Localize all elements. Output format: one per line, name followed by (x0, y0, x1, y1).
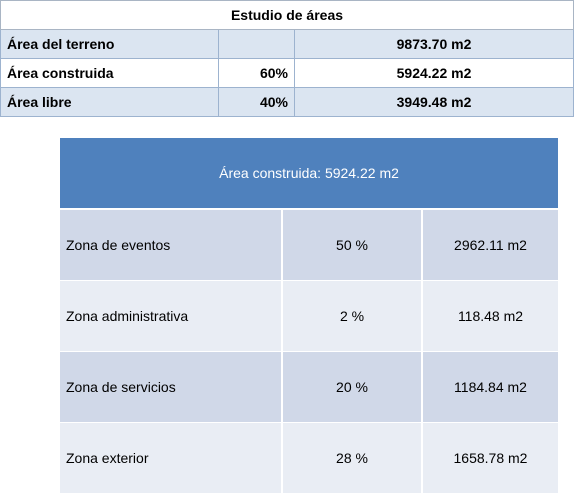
zone-name: Zona de servicios (60, 351, 283, 423)
zone-name: Zona exterior (60, 422, 283, 494)
zone-pct: 20 % (282, 351, 423, 423)
zone-pct: 2 % (282, 280, 423, 352)
zone-value: 2962.11 m2 (422, 209, 558, 281)
summary-pct (218, 29, 295, 59)
breakdown-header: Área construida: 5924.22 m2 (60, 138, 558, 210)
summary-row-terreno: Área del terreno 9873.70 m2 (0, 29, 574, 59)
zone-value: 118.48 m2 (422, 280, 558, 352)
table-row: Zona administrativa 2 % 118.48 m2 (60, 280, 558, 352)
table-row: Zona exterior 28 % 1658.78 m2 (60, 422, 558, 494)
summary-pct: 60% (218, 58, 295, 88)
summary-label: Área del terreno (0, 29, 219, 59)
table-row: Zona de servicios 20 % 1184.84 m2 (60, 351, 558, 423)
zone-value: 1184.84 m2 (422, 351, 558, 423)
summary-label: Área construida (0, 58, 219, 88)
summary-row-libre: Área libre 40% 3949.48 m2 (0, 87, 574, 117)
summary-title-row: Estudio de áreas (0, 0, 574, 30)
summary-value: 9873.70 m2 (294, 29, 574, 59)
area-summary-table: Estudio de áreas Área del terreno 9873.7… (0, 0, 574, 117)
table-row: Zona de eventos 50 % 2962.11 m2 (60, 209, 558, 281)
zone-pct: 28 % (282, 422, 423, 494)
summary-value: 3949.48 m2 (294, 87, 574, 117)
zone-name: Zona administrativa (60, 280, 283, 352)
zone-value: 1658.78 m2 (422, 422, 558, 494)
summary-pct: 40% (218, 87, 295, 117)
summary-value: 5924.22 m2 (294, 58, 574, 88)
summary-row-construida: Área construida 60% 5924.22 m2 (0, 58, 574, 88)
breakdown-header-row: Área construida: 5924.22 m2 (60, 138, 558, 210)
zone-pct: 50 % (282, 209, 423, 281)
built-area-breakdown-table: Área construida: 5924.22 m2 Zona de even… (60, 138, 558, 494)
zone-name: Zona de eventos (60, 209, 283, 281)
summary-label: Área libre (0, 87, 219, 117)
summary-title: Estudio de áreas (0, 0, 574, 30)
